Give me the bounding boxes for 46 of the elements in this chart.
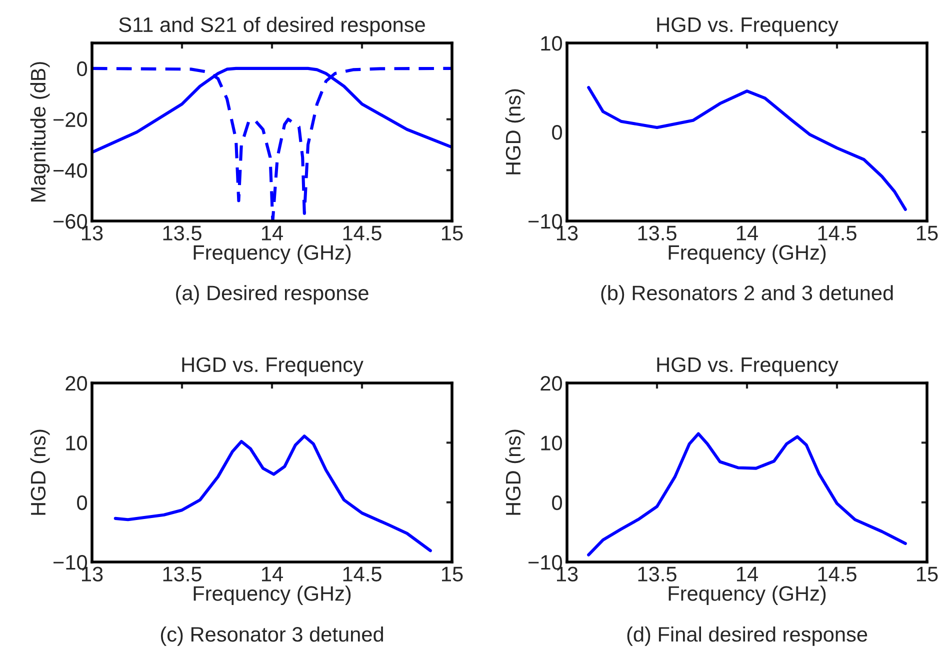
x-tick-label: 13.5 bbox=[163, 226, 202, 240]
y-tick-label: 0 bbox=[552, 125, 562, 140]
x-axis-title: Frequency (GHz) bbox=[194, 244, 351, 264]
text: (b) Resonators 2 and 3 detuned bbox=[601, 285, 893, 304]
x-tick-label: 14 bbox=[737, 226, 758, 240]
chart-title: HGD vs. Frequency bbox=[657, 357, 838, 376]
x-tick-label: 14.5 bbox=[818, 566, 856, 582]
y-axis-title: HGD (ns) bbox=[30, 430, 50, 515]
y-axis-title: Magnitude (dB) bbox=[30, 62, 50, 202]
x-tick-label: 14.5 bbox=[818, 226, 856, 240]
y-tick-label: 20 bbox=[66, 376, 88, 391]
x-tick-label: 15 bbox=[442, 566, 463, 582]
y-tick-label: 10 bbox=[66, 436, 88, 450]
x-tick-label: 13.5 bbox=[638, 226, 676, 240]
line-series bbox=[114, 434, 432, 552]
y-tick-label: 0 bbox=[77, 61, 88, 76]
y-tick-label: 10 bbox=[541, 436, 562, 450]
y-tick-label: 10 bbox=[541, 36, 562, 51]
y-tick-label: −20 bbox=[54, 112, 88, 128]
x-tick-label: 14.5 bbox=[343, 566, 382, 582]
y-tick-label: −40 bbox=[54, 163, 88, 178]
text: (c) Resonator 3 detuned bbox=[160, 626, 383, 646]
y-axis-title: HGD (ns) bbox=[505, 89, 525, 174]
x-axis-title: Frequency (GHz) bbox=[668, 586, 826, 606]
x-tick-label: 14.5 bbox=[343, 226, 382, 240]
x-tick-label: 15 bbox=[917, 566, 938, 582]
y-tick-label: 0 bbox=[552, 495, 562, 510]
x-tick-label: 14 bbox=[262, 566, 283, 582]
text: (a) Desired response bbox=[176, 285, 368, 304]
chart-title: HGD vs. Frequency bbox=[657, 17, 838, 36]
x-tick-label: 15 bbox=[917, 226, 938, 240]
line-series bbox=[587, 432, 907, 556]
x-tick-label: 14 bbox=[262, 226, 283, 240]
chart-title: HGD vs. Frequency bbox=[182, 357, 364, 376]
chart-title: S11 and S21 of desired response bbox=[119, 16, 425, 36]
line-series bbox=[587, 86, 907, 211]
text: (d) Final desired response bbox=[627, 626, 868, 646]
y-tick-label: 20 bbox=[540, 376, 562, 391]
y-axis-title: HGD (ns) bbox=[505, 430, 525, 515]
x-tick-label: 15 bbox=[442, 226, 463, 240]
x-axis-title: Frequency (GHz) bbox=[194, 586, 351, 606]
x-axis-title: Frequency (GHz) bbox=[668, 244, 826, 264]
x-tick-label: 14 bbox=[737, 566, 758, 582]
x-tick-label: 13.5 bbox=[163, 566, 202, 582]
y-tick-label: 0 bbox=[77, 495, 88, 510]
x-tick-label: 13.5 bbox=[638, 566, 676, 582]
